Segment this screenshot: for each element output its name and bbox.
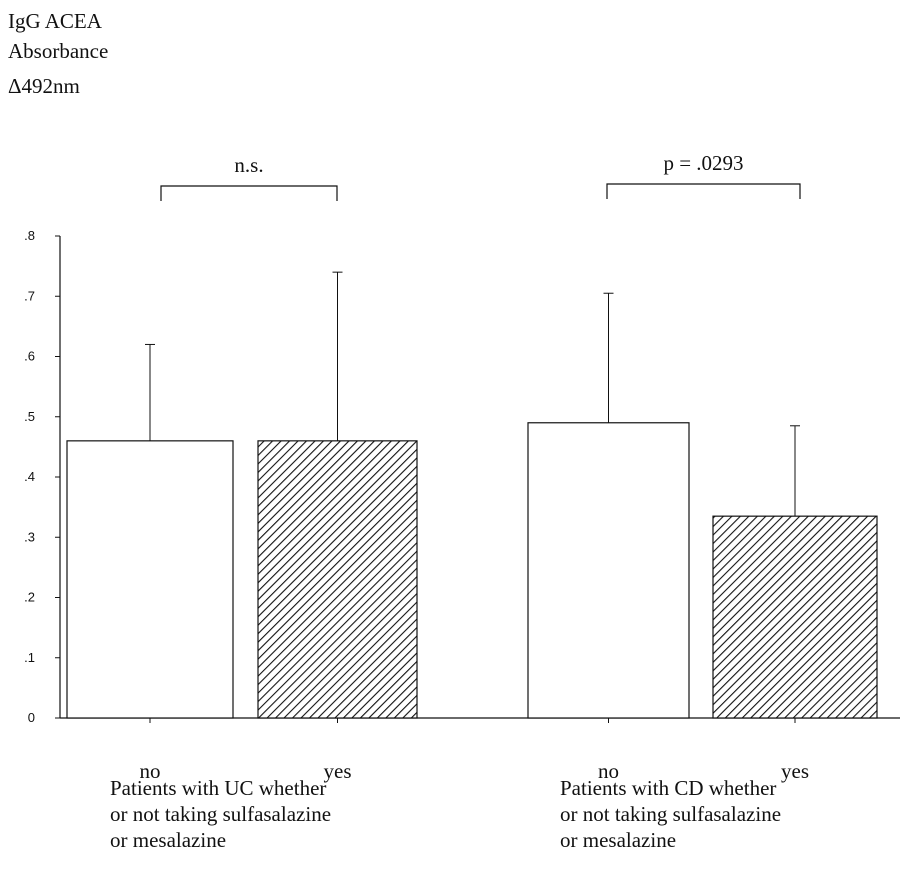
y-axis-title-line-3: Δ492nm [8,74,80,98]
y-tick-label: .4 [24,469,35,484]
y-tick-label: .2 [24,590,35,605]
category-label: yes [324,759,352,783]
y-tick-label: .1 [24,650,35,665]
y-tick-label: .7 [24,288,35,303]
y-tick-label: 0 [28,710,35,725]
y-axis-title-line-2: Absorbance [8,39,109,63]
group-caption-uc-line-2: or not taking sulfasalazine [110,802,332,826]
group-caption-cd-line-1: Patients with CD whether [560,776,777,800]
y-tick-label: .6 [24,349,35,364]
group-caption-cd-line-3: or mesalazine [560,828,677,852]
category-label: no [140,759,161,783]
y-tick-label: .3 [24,529,35,544]
group-caption-uc-line-3: or mesalazine [110,828,227,852]
group-caption-uc: Patients with UC whether or not taking s… [110,775,331,853]
category-label: no [598,759,619,783]
significance-bracket [160,185,338,201]
bar-cd-yes [712,515,878,719]
group-caption-cd-line-2: or not taking sulfasalazine [560,802,782,826]
bar-uc-no [66,440,234,719]
group-caption-uc-line-1: Patients with UC whether [110,776,327,800]
bar-cd-no [527,422,690,719]
significance-label: p = .0293 [663,151,743,175]
significance-label: n.s. [234,153,263,177]
group-caption-cd: Patients with CD whether or not taking s… [560,775,781,853]
y-tick-label: .5 [24,409,35,424]
bar-uc-yes [257,440,418,719]
category-label: yes [781,759,809,783]
y-tick-label: .8 [24,228,35,243]
significance-bracket [606,183,801,199]
y-axis-title-line-1: IgG ACEA [8,9,102,33]
